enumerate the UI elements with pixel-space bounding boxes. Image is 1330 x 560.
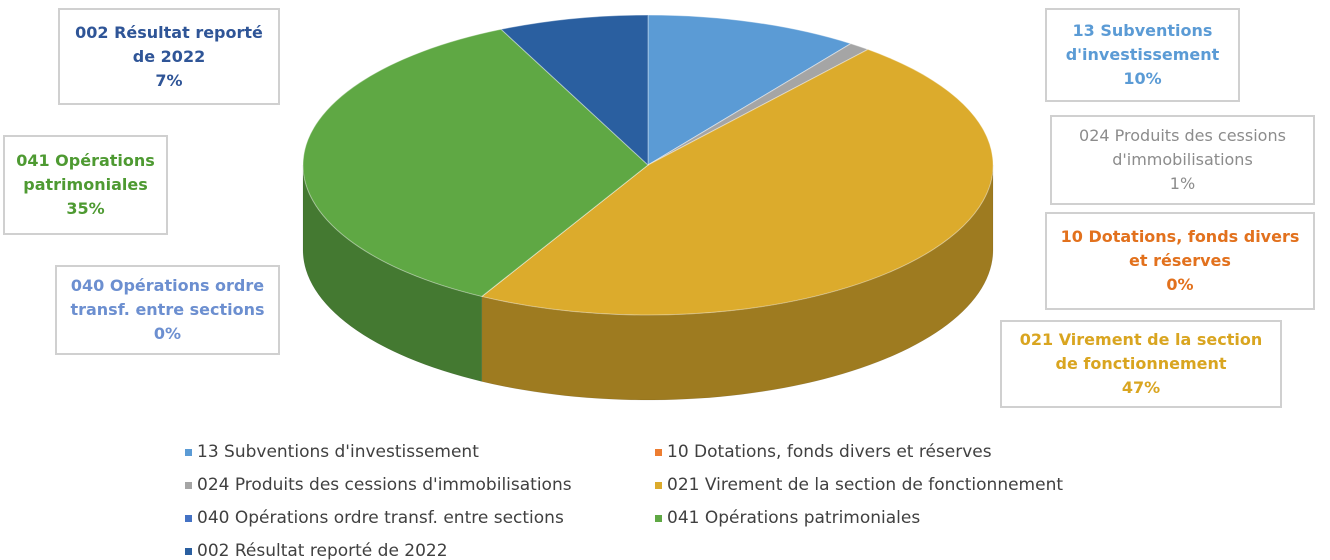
legend-item: 024 Produits des cessions d'immobilisati… [185, 475, 572, 495]
legend-label: 040 Opérations ordre transf. entre secti… [197, 508, 564, 528]
data-label-category: 021 Virement de la section de fonctionne… [1019, 330, 1263, 373]
legend-swatch [185, 547, 192, 555]
data-label-category: 040 Opérations ordre transf. entre secti… [70, 276, 265, 319]
data-label-value: 0% [1166, 275, 1194, 294]
slice [647, 43, 870, 166]
legend-swatch [655, 448, 662, 456]
legend-label: 002 Résultat reporté de 2022 [197, 541, 448, 560]
data-label-value: 7% [155, 70, 183, 90]
data-label-value: 0% [153, 324, 182, 343]
legend-item: 021 Virement de la section de fonctionne… [655, 475, 1063, 495]
slice [302, 28, 649, 297]
data-label-value: 47% [1121, 378, 1161, 397]
legend-swatch [185, 481, 192, 489]
slice [647, 14, 853, 166]
data-label-category: 002 Résultat reporté de 2022 [75, 22, 263, 66]
legend-label: 10 Dotations, fonds divers et réserves [667, 442, 992, 462]
data-label-category: 10 Dotations, fonds divers et réserves [1060, 227, 1300, 270]
data-label: 040 Opérations ordre transf. entre secti… [55, 265, 280, 355]
legend-swatch [185, 514, 192, 522]
data-label: 10 Dotations, fonds divers et réserves 0% [1045, 212, 1315, 310]
data-label-category: 13 Subventions d'investissement [1065, 21, 1220, 64]
data-label: 021 Virement de la section de fonctionne… [1000, 320, 1282, 408]
legend-item: 040 Opérations ordre transf. entre secti… [185, 508, 564, 528]
data-label-value: 1% [1169, 174, 1196, 193]
legend-label: 041 Opérations patrimoniales [667, 508, 921, 528]
data-label: 13 Subventions d'investissement 10% [1045, 8, 1240, 102]
data-label-value: 10% [1123, 69, 1162, 88]
legend-label: 13 Subventions d'investissement [197, 442, 479, 462]
data-label-category: 041 Opérations patrimoniales [16, 151, 155, 194]
slice [480, 48, 994, 316]
legend-item: 10 Dotations, fonds divers et réserves [655, 442, 992, 462]
legend-label: 024 Produits des cessions d'immobilisati… [197, 475, 572, 495]
legend-swatch [655, 481, 662, 489]
data-label: 041 Opérations patrimoniales 35% [3, 135, 168, 235]
legend-item: 13 Subventions d'investissement [185, 442, 479, 462]
legend-swatch [655, 514, 662, 522]
data-label: 002 Résultat reporté de 2022 7% [58, 8, 280, 105]
legend-swatch [185, 448, 192, 456]
legend-item: 002 Résultat reporté de 2022 [185, 541, 448, 560]
slice [500, 14, 649, 167]
data-label-category: 024 Produits des cessions d'immobilisati… [1079, 126, 1286, 169]
legend-item: 041 Opérations patrimoniales [655, 508, 920, 528]
data-label: 024 Produits des cessions d'immobilisati… [1050, 115, 1315, 205]
legend-label: 021 Virement de la section de fonctionne… [667, 475, 1064, 495]
data-label-value: 35% [66, 199, 105, 218]
